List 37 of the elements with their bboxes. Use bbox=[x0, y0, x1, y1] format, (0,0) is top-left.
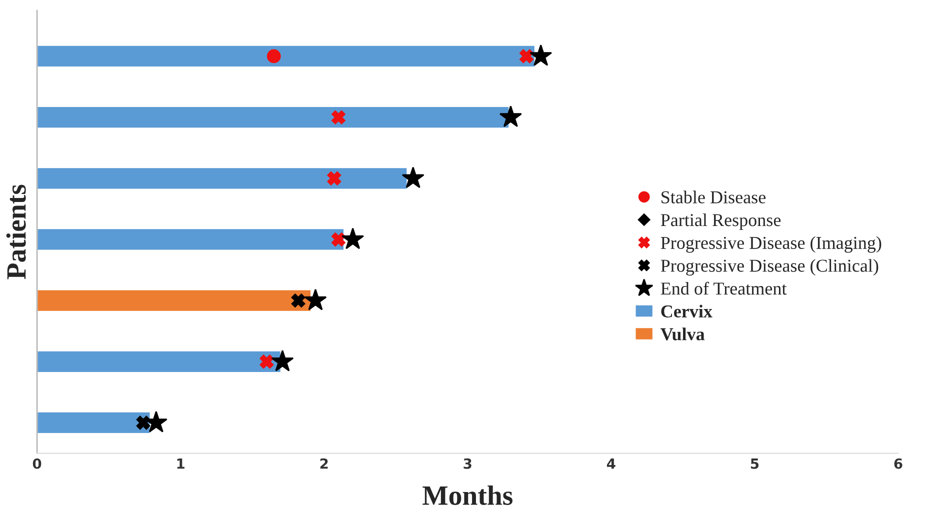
x-tick-label: 2 bbox=[320, 458, 328, 469]
point bbox=[136, 416, 150, 430]
bar bbox=[37, 288, 312, 312]
bar bbox=[37, 106, 510, 130]
point bbox=[291, 294, 306, 308]
legend-label: Stable Disease bbox=[662, 190, 766, 204]
legend-label: Progressive Disease (Imaging) bbox=[660, 236, 882, 253]
point bbox=[332, 232, 346, 246]
legend-label: Cervix bbox=[661, 304, 712, 318]
bar bbox=[37, 44, 536, 68]
legend-label: Vulva bbox=[660, 328, 705, 340]
x-tick-label: 5 bbox=[750, 458, 759, 469]
x-tick-label: 3 bbox=[464, 458, 472, 469]
y-axis-title: Patients bbox=[6, 184, 26, 280]
point bbox=[499, 106, 522, 127]
point bbox=[260, 354, 274, 369]
x-tick-label: 4 bbox=[606, 458, 616, 469]
x-axis-title: Months bbox=[422, 485, 512, 506]
point bbox=[530, 44, 552, 66]
legend-label: Partial Response bbox=[660, 213, 781, 230]
point bbox=[327, 171, 342, 186]
bar bbox=[37, 411, 152, 434]
legend-label: Progressive Disease (Clinical) bbox=[660, 259, 878, 276]
bar bbox=[37, 228, 345, 252]
point bbox=[266, 49, 281, 64]
point bbox=[332, 110, 346, 124]
bar bbox=[37, 350, 282, 374]
point bbox=[271, 350, 294, 372]
bar bbox=[37, 166, 408, 190]
x-tick-label: 6 bbox=[894, 458, 902, 469]
legend-label: End of Treatment bbox=[660, 282, 787, 295]
point bbox=[520, 49, 534, 64]
point bbox=[342, 228, 364, 250]
x-tick-label: 1 bbox=[177, 458, 184, 469]
point bbox=[402, 166, 424, 188]
point bbox=[304, 288, 327, 310]
x-tick-label: 0 bbox=[32, 458, 42, 469]
